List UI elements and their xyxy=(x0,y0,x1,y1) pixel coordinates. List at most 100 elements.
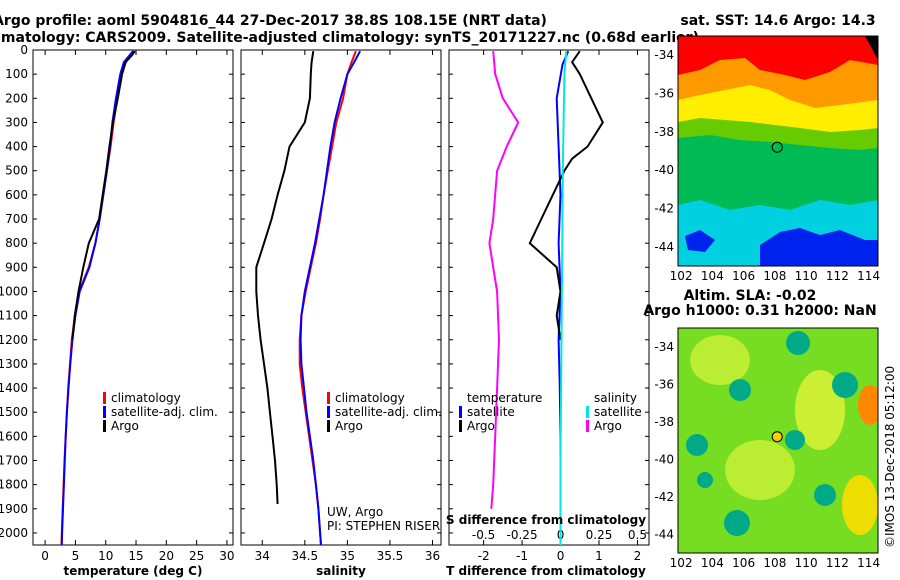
series-line-satellite-adj-clim- xyxy=(299,50,361,546)
legend-label: climatology xyxy=(111,391,181,405)
map-lon-label: 106 xyxy=(732,556,755,570)
series-line-climatology xyxy=(298,50,357,546)
depth-tick-label: 1600 xyxy=(0,429,28,443)
sla-negative-anomaly xyxy=(686,434,708,456)
legend-swatch-satellite xyxy=(103,406,106,418)
sla-negative-anomaly xyxy=(729,379,751,401)
map-lat-label: -40 xyxy=(654,163,674,177)
x2-tick-label: 0.5 xyxy=(628,528,647,542)
map-lon-label: 112 xyxy=(826,556,849,570)
series-line-climatology xyxy=(60,50,135,546)
sla-map xyxy=(678,328,878,553)
pi-annotation: UW, Argo xyxy=(327,505,383,519)
map-lat-label: -36 xyxy=(654,87,674,101)
sla-positive-anomaly xyxy=(690,335,750,385)
depth-tick-label: 700 xyxy=(5,212,28,226)
data-series xyxy=(60,50,604,546)
depth-tick-label: 1700 xyxy=(0,453,28,467)
legend-swatch-argo xyxy=(327,420,330,432)
map-lon-label: 108 xyxy=(763,269,786,283)
series-line-satellite xyxy=(559,51,568,545)
depth-tick-label: 1000 xyxy=(0,284,28,298)
x-tick-label: 35.5 xyxy=(377,549,404,563)
map-lat-label: -36 xyxy=(654,377,674,391)
map-lat-label: -34 xyxy=(654,48,674,62)
sla-negative-anomaly xyxy=(814,484,836,506)
depth-tick-label: 400 xyxy=(5,140,28,154)
legend-title-salinity: salinity xyxy=(594,391,637,405)
x-tick-label: 20 xyxy=(159,549,174,563)
x-tick-label: -2 xyxy=(478,549,490,563)
map-lon-label: 110 xyxy=(795,269,818,283)
legend-label: climatology xyxy=(335,391,405,405)
depth-tick-label: 300 xyxy=(5,115,28,129)
depth-tick-label: 900 xyxy=(5,260,28,274)
x-tick-label: 2 xyxy=(634,549,642,563)
argo-position-marker xyxy=(771,141,783,153)
x-tick-label: 5 xyxy=(72,549,80,563)
depth-tick-label: 1400 xyxy=(0,381,28,395)
legend-swatch-climatology xyxy=(327,392,330,404)
map-lon-label: 104 xyxy=(701,269,724,283)
sla-positive-anomaly xyxy=(858,385,878,425)
difference-legend: temperature salinity satellite Argo sate… xyxy=(459,391,642,433)
map-lat-label: -44 xyxy=(654,527,674,541)
map-lat-label: -40 xyxy=(654,452,674,466)
sst-band-blue xyxy=(760,228,878,266)
sla-negative-anomaly xyxy=(832,372,858,398)
legend-label: satellite-adj. clim. xyxy=(111,405,218,419)
sla-negative-anomaly xyxy=(785,430,805,450)
x2-tick-label: -0.5 xyxy=(472,528,495,542)
pi-annotation: PI: STEPHEN RISER xyxy=(327,519,440,533)
x-tick-label: 1 xyxy=(595,549,603,563)
legend-swatch-s-satellite xyxy=(586,406,589,418)
difference-xlabel: T difference from climatology xyxy=(446,564,646,578)
legend-label: Argo xyxy=(467,419,495,433)
x2-tick-label: 0.25 xyxy=(586,528,613,542)
depth-tick-label: 1100 xyxy=(0,309,28,323)
map-lon-label: 110 xyxy=(795,556,818,570)
series-line-argo xyxy=(528,50,604,340)
legend-label: Argo xyxy=(111,419,139,433)
sla-positive-anomaly xyxy=(725,440,795,500)
x-tick-label: 36 xyxy=(425,549,440,563)
axis-ticks: 0100200300400500600700800900100011001200… xyxy=(0,43,880,570)
series-line-argo xyxy=(255,51,315,505)
map-lon-label: 104 xyxy=(701,556,724,570)
x-tick-label: 34.5 xyxy=(291,549,318,563)
map-lon-label: 106 xyxy=(732,269,755,283)
depth-tick-label: 100 xyxy=(5,67,28,81)
map-lat-label: -38 xyxy=(654,125,674,139)
map-lon-label: 108 xyxy=(763,556,786,570)
temperature-xlabel: temperature (deg C) xyxy=(64,564,203,578)
x-tick-label: 35 xyxy=(340,549,355,563)
legend-label: satellite-adj. clim. xyxy=(335,405,442,419)
depth-tick-label: 0 xyxy=(20,43,28,57)
series-line-argo xyxy=(71,50,136,340)
map-lon-label: 114 xyxy=(857,556,880,570)
map-lat-label: -42 xyxy=(654,202,674,216)
sst-map-frame xyxy=(677,35,879,267)
x-tick-label: 34 xyxy=(255,549,270,563)
map-lon-label: 112 xyxy=(826,269,849,283)
map-lat-label: -42 xyxy=(654,490,674,504)
sst-map-title: sat. SST: 14.6 Argo: 14.3 xyxy=(680,13,875,29)
legend-swatch-s-argo xyxy=(586,420,589,432)
sla-positive-anomaly xyxy=(795,370,845,450)
salinity-xlabel: salinity xyxy=(316,564,366,578)
salinity-legend: climatology satellite-adj. clim. Argo UW… xyxy=(327,391,442,533)
sst-map xyxy=(678,36,878,266)
depth-tick-label: 800 xyxy=(5,236,28,250)
sla-positive-anomaly xyxy=(842,475,878,535)
x-tick-label: 10 xyxy=(98,549,113,563)
series-line-argo xyxy=(488,51,520,509)
legend-label: Argo xyxy=(335,419,363,433)
x-tick-label: 0 xyxy=(41,549,49,563)
x-tick-label: 15 xyxy=(128,549,143,563)
temperature-panel-frame xyxy=(32,49,234,546)
x-tick-label: -1 xyxy=(516,549,528,563)
depth-tick-label: 1800 xyxy=(0,478,28,492)
sla-map-frame xyxy=(677,327,879,554)
depth-tick-label: 200 xyxy=(5,91,28,105)
